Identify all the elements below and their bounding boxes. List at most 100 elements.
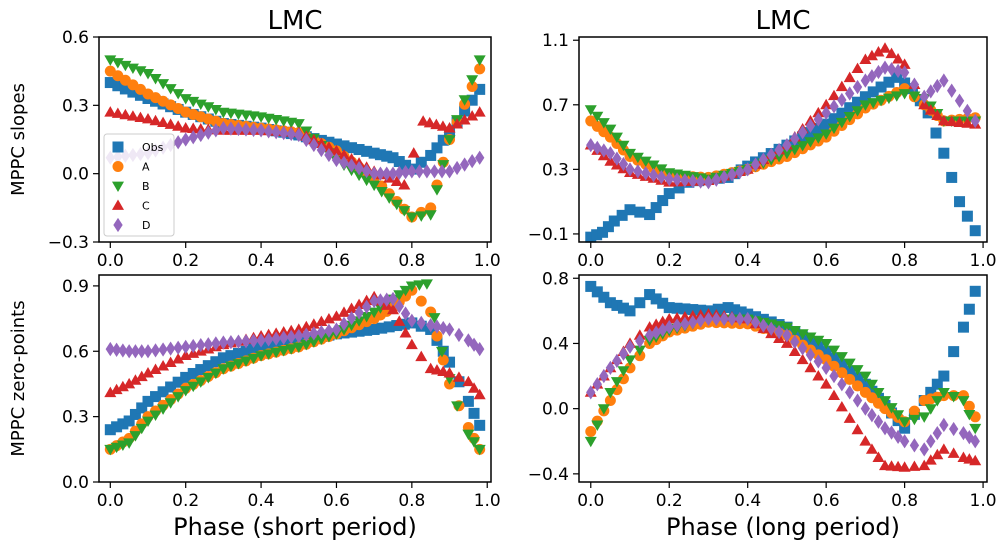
data-point — [368, 180, 381, 192]
data-point — [780, 322, 793, 334]
data-point — [797, 125, 808, 140]
data-point — [124, 344, 134, 359]
x-tick-label: 0.0 — [97, 251, 124, 271]
data-point — [780, 148, 793, 160]
data-point — [820, 98, 833, 110]
legend-marker — [112, 161, 124, 172]
data-point — [415, 156, 427, 168]
data-point — [898, 417, 911, 428]
x-axis-label: Phase (short period) — [173, 513, 417, 541]
data-point — [361, 299, 372, 314]
x-tick-label: 0.0 — [97, 491, 124, 511]
data-point — [339, 155, 349, 170]
legend-label: B — [142, 180, 150, 193]
data-point — [354, 305, 364, 320]
data-point — [369, 293, 379, 309]
axes-frame — [98, 274, 492, 483]
data-point — [851, 62, 864, 74]
data-point — [618, 346, 629, 361]
data-point — [375, 187, 388, 198]
data-point — [958, 425, 969, 441]
data-point — [891, 71, 903, 83]
data-point — [173, 135, 183, 150]
data-point — [338, 140, 350, 152]
data-point — [663, 302, 675, 314]
data-point — [279, 330, 289, 345]
data-point — [407, 164, 417, 179]
data-point — [279, 125, 289, 141]
data-point — [828, 89, 840, 101]
legend-marker — [112, 181, 124, 193]
y-tick-label: 0.3 — [62, 408, 89, 428]
data-point — [368, 307, 381, 319]
axes-frame — [578, 36, 988, 243]
data-point — [650, 318, 663, 329]
data-point — [617, 302, 629, 314]
data-point — [475, 150, 485, 165]
data-point — [899, 422, 911, 434]
data-point — [123, 438, 136, 449]
data-point — [104, 106, 117, 117]
legend-label: C — [142, 200, 150, 213]
data-point — [353, 298, 366, 310]
data-point — [468, 407, 480, 419]
data-point — [415, 211, 428, 222]
data-point — [585, 280, 597, 292]
data-point — [172, 89, 185, 100]
data-point — [680, 316, 690, 332]
data-point — [292, 323, 305, 334]
data-point — [202, 102, 215, 113]
data-point — [938, 147, 950, 159]
y-tick-label: 1.1 — [542, 31, 569, 51]
data-point — [931, 378, 943, 390]
data-point — [867, 98, 880, 109]
data-point — [179, 94, 192, 105]
data-point — [780, 337, 793, 348]
data-point — [292, 119, 305, 130]
data-point — [892, 53, 905, 64]
data-point — [664, 171, 674, 187]
data-point — [262, 349, 275, 360]
data-point — [608, 215, 620, 227]
data-point — [203, 337, 213, 352]
data-point — [835, 352, 848, 363]
data-point — [954, 196, 966, 208]
data-point — [150, 391, 162, 403]
data-point — [586, 137, 596, 153]
data-point — [196, 338, 206, 353]
data-point — [813, 354, 823, 369]
data-point — [796, 353, 809, 365]
data-point — [851, 106, 864, 117]
x-tick-label: 0.8 — [891, 491, 918, 511]
data-point — [388, 166, 398, 181]
data-point — [428, 313, 441, 324]
data-point — [110, 383, 123, 395]
data-point — [624, 305, 636, 317]
data-point — [203, 125, 213, 140]
data-point — [893, 63, 903, 79]
y-tick-label: 0.6 — [62, 28, 89, 48]
data-point — [398, 206, 411, 217]
data-point — [387, 303, 399, 315]
y-axis-label: MPPC zero-points — [8, 300, 29, 456]
x-tick-label: 0.4 — [734, 491, 761, 511]
data-point — [316, 142, 327, 158]
data-point — [954, 93, 965, 108]
data-point — [181, 339, 191, 355]
data-point — [271, 331, 281, 346]
data-point — [937, 443, 950, 454]
data-point — [860, 401, 871, 416]
data-point — [852, 393, 863, 408]
data-point — [436, 346, 448, 358]
y-tick-label: 0.8 — [542, 269, 569, 289]
data-point — [585, 425, 597, 437]
data-point — [743, 162, 753, 177]
data-point — [361, 324, 373, 336]
data-point — [217, 364, 230, 375]
data-point — [173, 340, 183, 355]
x-tick-label: 0.6 — [813, 491, 840, 511]
data-point — [444, 164, 455, 179]
data-point — [937, 114, 950, 126]
data-point — [820, 346, 832, 358]
data-point — [909, 77, 920, 92]
